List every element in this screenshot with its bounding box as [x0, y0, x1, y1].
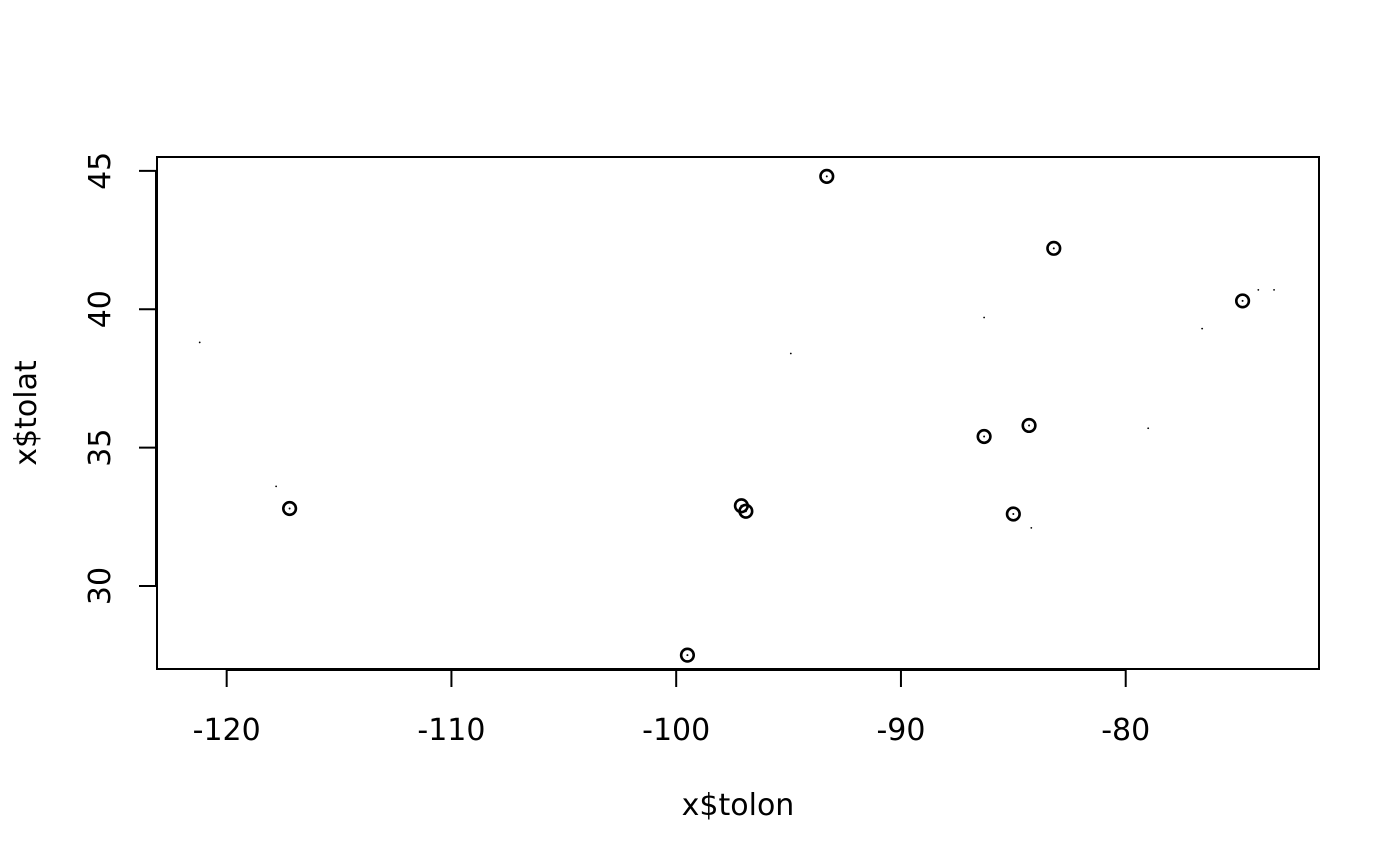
y-tick-label: 30 [83, 567, 118, 605]
y-tick-label: 35 [83, 429, 118, 467]
data-point-dot [983, 316, 986, 319]
data-point [1005, 506, 1021, 522]
x-tick-label: -100 [642, 713, 710, 748]
data-point [282, 500, 298, 517]
data-point [819, 168, 835, 184]
x-tick-label: -120 [193, 713, 261, 748]
plot-frame [156, 156, 1320, 670]
y-tick-label: 45 [83, 152, 118, 190]
data-point [976, 428, 992, 445]
y-tick-label: 40 [83, 290, 118, 328]
data-points [198, 168, 1275, 663]
data-point-dot [275, 485, 278, 488]
data-point-dot [1257, 288, 1260, 291]
x-axis: -120 -110 -100 -90 -80 [193, 669, 1150, 748]
data-point-dot [1147, 427, 1150, 430]
data-point-dot [1030, 526, 1033, 529]
data-point-dot [1201, 327, 1204, 330]
data-point [738, 503, 754, 519]
data-point [679, 647, 696, 663]
x-tick-label: -110 [417, 713, 485, 748]
data-point [1021, 417, 1037, 434]
data-point-dot [198, 341, 201, 344]
x-tick-label: -90 [876, 713, 925, 748]
y-axis-label: x$tolat [9, 360, 44, 466]
x-tick-label: -80 [1101, 713, 1150, 748]
data-point-dot [789, 352, 792, 355]
y-axis: 30 35 40 45 [83, 152, 157, 605]
data-point-dot [1273, 288, 1275, 291]
x-axis-label: x$tolon [682, 788, 795, 823]
data-point [1046, 240, 1062, 256]
data-point [1234, 293, 1251, 309]
